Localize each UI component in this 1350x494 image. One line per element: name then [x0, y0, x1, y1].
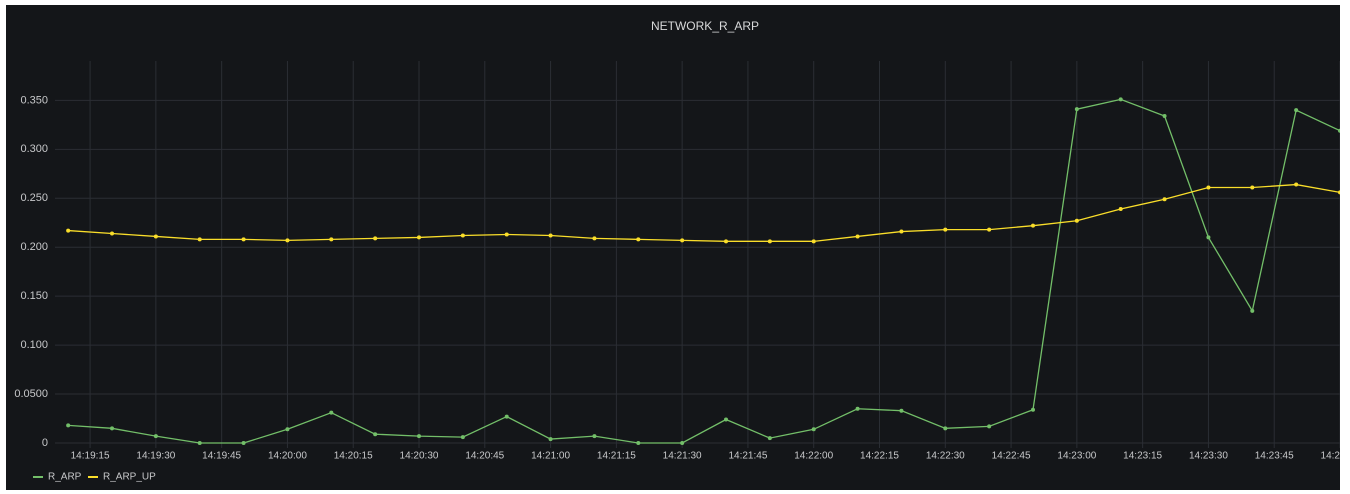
data-point	[943, 227, 948, 232]
data-point	[724, 239, 729, 244]
series-line	[68, 183, 1340, 242]
y-tick-label: 0.150	[20, 290, 48, 302]
data-point	[1206, 185, 1211, 190]
data-point	[153, 234, 158, 239]
data-point	[329, 410, 334, 415]
data-point	[460, 435, 465, 440]
data-point	[636, 237, 641, 242]
data-point	[241, 237, 246, 242]
data-point	[1294, 108, 1299, 113]
data-point	[1162, 114, 1167, 119]
data-point	[197, 441, 202, 445]
x-tick-label: 14:23:45	[1255, 451, 1294, 462]
x-tick-label: 14:23:00	[1057, 451, 1096, 462]
data-point	[1074, 107, 1079, 112]
data-point	[285, 427, 290, 432]
y-tick-label: 0.100	[20, 339, 48, 351]
x-tick-label: 14:21:45	[728, 451, 767, 462]
y-tick-label: 0.350	[20, 94, 48, 106]
data-point	[110, 426, 115, 431]
data-point	[767, 239, 772, 244]
data-point	[636, 441, 641, 445]
x-tick-label: 14:19:45	[202, 451, 241, 462]
data-point	[899, 229, 904, 234]
data-point	[1118, 97, 1123, 102]
y-tick-label: 0.200	[20, 241, 48, 253]
data-point	[329, 237, 334, 242]
x-tick-label: 14:21:00	[531, 451, 570, 462]
data-point	[417, 434, 422, 439]
data-point	[943, 426, 948, 431]
data-point	[504, 414, 509, 419]
legend-label: R_ARP_UP	[103, 472, 156, 483]
data-point	[197, 237, 202, 242]
data-point	[680, 441, 685, 445]
data-point	[153, 434, 158, 439]
plot: 0 0.0500 0.100 0.150 0.200 0.250 0.300 0.350 14:…	[14, 61, 1350, 462]
data-point	[680, 238, 685, 243]
x-tick-label: 14:20:15	[334, 451, 373, 462]
x-tick-label: 14:20:30	[400, 451, 439, 462]
x-tick-label: 14:22:00	[794, 451, 833, 462]
legend-label: R_ARP	[48, 472, 82, 483]
data-point	[417, 235, 422, 240]
y-tick-label: 0	[42, 437, 48, 449]
data-point	[66, 423, 71, 428]
x-tick-label: 14:23:15	[1123, 451, 1162, 462]
data-point	[66, 228, 71, 233]
data-point	[241, 441, 246, 445]
data-point	[987, 227, 992, 232]
data-point	[1074, 218, 1079, 223]
data-point	[1206, 235, 1211, 240]
data-point	[1338, 128, 1340, 133]
x-tick-label: 14:19:15	[71, 451, 110, 462]
data-point	[1031, 407, 1036, 412]
y-tick-label: 0.250	[20, 192, 48, 204]
data-point	[811, 427, 816, 432]
chart-title: NETWORK_R_ARP	[651, 19, 759, 33]
data-point	[373, 236, 378, 241]
x-tick-label: 14:23:30	[1189, 451, 1228, 462]
x-tick-label: 14:24:00	[1321, 451, 1350, 462]
x-tick-label: 14:20:45	[465, 451, 504, 462]
data-point	[724, 417, 729, 422]
data-point	[285, 238, 290, 243]
x-tick-label: 14:19:30	[136, 451, 175, 462]
x-tick-label: 14:21:15	[597, 451, 636, 462]
data-point	[1250, 185, 1255, 190]
data-point	[767, 436, 772, 441]
data-point	[1250, 308, 1255, 313]
x-tick-label: 14:22:30	[926, 451, 965, 462]
data-point	[987, 424, 992, 429]
data-point	[592, 434, 597, 439]
data-point	[460, 233, 465, 238]
data-point	[1294, 182, 1299, 187]
data-point	[855, 234, 860, 239]
x-tick-label: 14:20:00	[268, 451, 307, 462]
data-point	[899, 408, 904, 413]
data-point	[373, 432, 378, 437]
data-point	[855, 406, 860, 411]
data-point	[1338, 190, 1340, 195]
y-tick-label: 0.300	[20, 143, 48, 155]
data-point	[1118, 207, 1123, 212]
x-tick-label: 14:22:15	[860, 451, 899, 462]
x-tick-label: 14:21:30	[663, 451, 702, 462]
series-line	[68, 98, 1340, 444]
data-point	[504, 232, 509, 237]
y-tick-label: 0.0500	[14, 388, 48, 400]
data-point	[592, 236, 597, 241]
data-point	[1162, 197, 1167, 202]
data-point	[811, 239, 816, 244]
data-point	[110, 231, 115, 236]
data-point	[1031, 223, 1036, 228]
x-tick-label: 14:22:45	[992, 451, 1031, 462]
data-point	[548, 233, 553, 238]
data-point	[548, 437, 553, 442]
